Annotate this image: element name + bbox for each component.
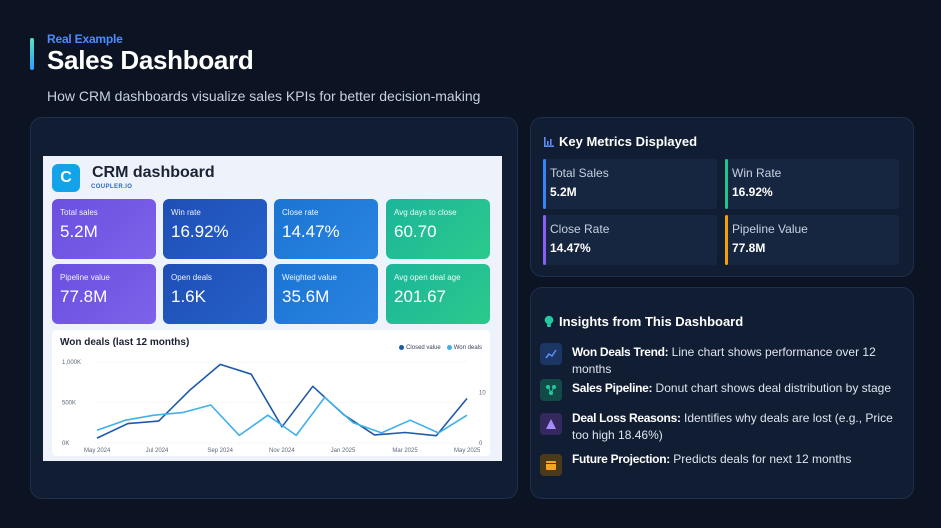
metric-value: 16.92%: [732, 185, 773, 199]
x-tick-label: May 2025: [454, 448, 481, 454]
won-deals-chart: 1,000K 500K 0K 10 0 May 2024 Jul 2024 Sep 2024 N…: [52, 330, 490, 456]
kpi-value: 14.47%: [282, 222, 340, 241]
legend-closed-value: Closed value: [399, 345, 441, 351]
y-right-tick-label: 0: [479, 441, 483, 447]
kpi-value: 1.6K: [171, 287, 206, 306]
insight-item: Future Projection: Predicts deals for ne…: [540, 451, 906, 476]
line-chart-svg: 1,000K 500K 0K 10 0 May 2024 Jul 2024 Sep 2024 N…: [62, 360, 486, 454]
x-tick-label: Nov 2024: [269, 448, 295, 454]
kpi-label: Open deals: [171, 273, 212, 282]
x-tick-label: Mar 2025: [392, 448, 418, 454]
kpi-value: 201.67: [394, 287, 446, 306]
kpi-value: 35.6M: [282, 287, 330, 306]
header-accent-bar: [30, 38, 34, 70]
insights-panel: [530, 287, 914, 499]
insight-item: Deal Loss Reasons: Identifies why deals …: [540, 410, 906, 444]
metric-card: Total Sales 5.2M: [543, 159, 717, 209]
metric-accent: [543, 215, 546, 265]
y-tick-label: 500K: [62, 401, 76, 407]
pipeline-icon: [540, 379, 562, 401]
kpi-label: Close rate: [282, 208, 319, 217]
series-line-closed-value: [96, 363, 468, 439]
key-metrics-heading: Key Metrics Displayed: [543, 134, 697, 149]
insight-description: Donut chart shows deal distribution by s…: [652, 381, 892, 395]
metric-accent: [725, 215, 728, 265]
legend-dot: [446, 345, 452, 350]
metric-value: 77.8M: [732, 241, 766, 255]
lightbulb-icon: [544, 315, 554, 327]
kpi-card: Open deals 1.6K: [163, 264, 267, 324]
insight-description: Line chart shows performance over 12 mon…: [572, 345, 876, 376]
kpi-value: 5.2M: [60, 222, 98, 241]
legend-won-deals: Won deals: [446, 345, 482, 352]
insight-title: Sales Pipeline:: [572, 381, 653, 395]
kpi-label: Avg days to close: [394, 208, 457, 217]
y-tick-label: 1,000K: [62, 360, 81, 366]
metric-label: Pipeline Value: [732, 222, 808, 236]
metric-card: Pipeline Value 77.8M: [725, 215, 899, 265]
metric-card: Win Rate 16.92%: [725, 159, 899, 209]
legend-label: Closed value: [406, 345, 441, 352]
kpi-label: Weighted value: [282, 273, 337, 282]
insight-description: Predicts deals for next 12 months: [669, 452, 852, 466]
metric-value: 14.47%: [550, 241, 591, 255]
kpi-card: Pipeline value 77.8M: [52, 264, 156, 324]
calendar-icon: [540, 454, 562, 476]
insights-heading: Insights from This Dashboard: [543, 314, 743, 329]
kpi-label: Total sales: [60, 208, 98, 217]
x-tick-label: Sep 2024: [207, 448, 233, 454]
metric-label: Total Sales: [550, 166, 609, 180]
insight-text: Deal Loss Reasons: Identifies why deals …: [572, 410, 906, 444]
metric-accent: [725, 159, 728, 209]
kpi-label: Avg open deal age: [394, 273, 461, 282]
coupler-logo-icon: C: [52, 164, 80, 192]
kpi-label: Pipeline value: [60, 273, 110, 282]
x-tick-label: Jul 2024: [146, 448, 169, 454]
kpi-card: Win rate 16.92%: [163, 199, 267, 259]
section-title: Insights from This Dashboard: [559, 314, 744, 329]
eyebrow-label: Real Example: [47, 32, 123, 46]
insight-text: Future Projection: Predicts deals for ne…: [572, 451, 851, 476]
kpi-card: Avg open deal age 201.67: [386, 264, 490, 324]
kpi-card: Weighted value 35.6M: [274, 264, 378, 324]
insight-description: Identifies why deals are lost (e.g., Pri…: [572, 411, 893, 442]
kpi-value: 60.70: [394, 222, 437, 241]
legend-label: Won deals: [453, 345, 482, 352]
metric-label: Win Rate: [732, 166, 782, 180]
kpi-card: Avg days to close 60.70: [386, 199, 490, 259]
page-subtitle: How CRM dashboards visualize sales KPIs …: [47, 88, 481, 104]
crm-dashboard-image: C CRM dashboard COUPLER.IO Total sales 5.…: [43, 156, 502, 461]
crm-title: CRM dashboard: [92, 164, 215, 181]
x-tick-label: Jan 2025: [331, 448, 356, 454]
y-right-tick-label: 10: [479, 390, 486, 396]
legend-dot: [399, 345, 405, 350]
metric-label: Close Rate: [550, 222, 610, 236]
kpi-card: Close rate 14.47%: [274, 199, 378, 259]
insight-title: Won Deals Trend:: [572, 345, 669, 359]
chart-legend: Closed value Won deals: [399, 345, 482, 351]
warning-icon: [540, 413, 562, 435]
insight-item: Sales Pipeline: Donut chart shows deal d…: [540, 379, 906, 401]
y-tick-label: 0K: [62, 441, 69, 447]
section-title: Key Metrics Displayed: [559, 134, 698, 149]
kpi-value: 16.92%: [171, 222, 229, 241]
bar-chart-icon: [544, 136, 554, 147]
insight-text: Sales Pipeline: Donut chart shows deal d…: [572, 380, 891, 401]
x-tick-label: May 2024: [84, 448, 111, 454]
kpi-value: 77.8M: [60, 287, 108, 306]
insight-item: Won Deals Trend: Line chart shows perfor…: [540, 343, 906, 378]
page-title: Sales Dashboard: [47, 45, 254, 75]
metric-accent: [543, 159, 546, 209]
kpi-card: Total sales 5.2M: [52, 199, 156, 259]
crm-brand: COUPLER.IO: [91, 184, 133, 190]
kpi-label: Win rate: [171, 208, 201, 217]
metric-card: Close Rate 14.47%: [543, 215, 717, 265]
metric-value: 5.2M: [550, 185, 577, 199]
insight-title: Future Projection:: [572, 452, 670, 466]
insight-text: Won Deals Trend: Line chart shows perfor…: [572, 344, 906, 378]
insight-title: Deal Loss Reasons:: [572, 411, 681, 425]
series-line-won-deals: [96, 396, 468, 437]
chart-title: Won deals (last 12 months): [60, 337, 190, 348]
trend-icon: [540, 343, 562, 365]
